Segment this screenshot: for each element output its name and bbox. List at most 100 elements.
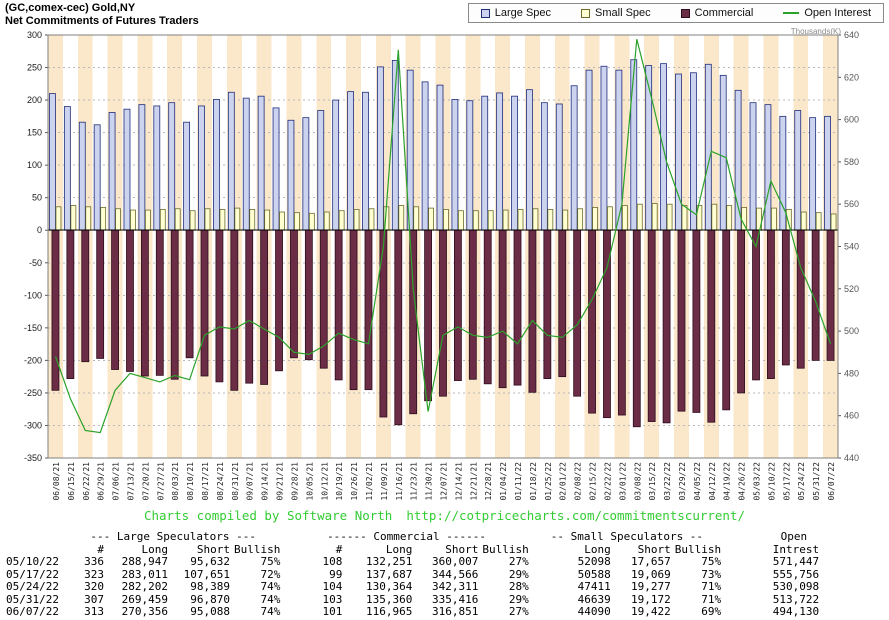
group-header-open: Open <box>780 530 808 543</box>
cell-ss-long: 44090 <box>577 605 611 618</box>
legend-label-commercial: Commercial <box>694 7 754 19</box>
table-row: 05/31/22 307 269,459 96,870 74% 103 135,… <box>4 592 821 607</box>
cell-c-long: 137,687 <box>366 567 413 581</box>
col-header-oi: Intrest <box>772 542 820 556</box>
col-header-ls-num: # <box>97 542 104 556</box>
cell-ls-short: 107,651 <box>183 567 230 581</box>
cell-ls-long: 270,356 <box>121 605 168 618</box>
credit-line: Charts compiled by Software North http://… <box>0 508 889 523</box>
group-header-commercial: ------ Commercial ------ <box>327 530 487 543</box>
svg-text:250: 250 <box>27 63 42 73</box>
chart-title: (GC,comex-cec) Gold,NY <box>5 2 136 14</box>
svg-text:01/25/22: 01/25/22 <box>544 462 553 501</box>
svg-text:07/13/21: 07/13/21 <box>126 462 135 501</box>
svg-text:-250: -250 <box>24 388 42 398</box>
svg-text:11/23/21: 11/23/21 <box>410 462 419 501</box>
svg-text:09/14/21: 09/14/21 <box>261 462 270 501</box>
svg-text:10/12/21: 10/12/21 <box>320 462 329 501</box>
legend-item-commercial: Commercial <box>680 7 754 19</box>
cell-ss-short: 19,172 <box>630 592 671 606</box>
svg-text:10/19/21: 10/19/21 <box>335 462 344 501</box>
cell-oi: 494,130 <box>772 605 820 618</box>
svg-text:02/01/22: 02/01/22 <box>559 462 568 501</box>
svg-text:08/10/21: 08/10/21 <box>186 462 195 501</box>
svg-text:520: 520 <box>844 284 859 294</box>
svg-text:03/08/22: 03/08/22 <box>633 462 642 501</box>
svg-text:12/28/21: 12/28/21 <box>484 462 493 501</box>
svg-text:100: 100 <box>27 160 42 170</box>
group-header-large-spec: --- Large Speculators --- <box>90 530 256 543</box>
svg-text:03/01/22: 03/01/22 <box>618 462 627 501</box>
cell-ls-short: 95,088 <box>190 605 230 618</box>
open-interest-line-icon <box>783 12 800 14</box>
svg-text:10/26/21: 10/26/21 <box>350 462 359 501</box>
commercial-swatch-icon <box>680 8 690 18</box>
cell-ss-short: 17,657 <box>630 555 671 568</box>
svg-text:02/22/22: 02/22/22 <box>603 462 612 501</box>
svg-text:06/22/21: 06/22/21 <box>82 462 91 501</box>
svg-text:01/18/22: 01/18/22 <box>529 462 538 501</box>
cell-ls-num: 307 <box>84 592 104 606</box>
small-spec-swatch-icon <box>581 8 591 18</box>
cell-ls-bullish: 74% <box>260 592 281 606</box>
svg-text:03/29/22: 03/29/22 <box>678 462 687 501</box>
svg-text:08/17/21: 08/17/21 <box>201 462 210 501</box>
cell-ls-long: 283,011 <box>121 567 168 581</box>
svg-text:05/03/22: 05/03/22 <box>753 462 762 501</box>
svg-text:560: 560 <box>844 199 859 209</box>
svg-text:01/11/22: 01/11/22 <box>514 462 523 501</box>
table-row: 05/24/22 320 282,202 98,389 74% 104 130,… <box>4 580 821 594</box>
col-header-ss-bullish: Bullish <box>674 542 722 556</box>
credit-link[interactable]: http://cotpricecharts.com/commitmentscur… <box>406 508 745 523</box>
cell-c-bullish: 27% <box>508 555 529 568</box>
svg-text:08/31/21: 08/31/21 <box>231 462 240 501</box>
svg-text:-350: -350 <box>24 453 42 463</box>
cell-ss-long: 50588 <box>577 567 611 581</box>
svg-text:-50: -50 <box>29 258 42 268</box>
cell-c-bullish: 29% <box>508 567 529 581</box>
cell-ss-bullish: 73% <box>701 567 722 581</box>
svg-text:01/04/22: 01/04/22 <box>499 462 508 501</box>
cell-c-short: 342,311 <box>432 580 479 593</box>
svg-text:09/28/21: 09/28/21 <box>290 462 299 501</box>
cot-chart: 300250200150100500-50-100-150-200-250-30… <box>24 30 859 501</box>
cell-ls-long: 288,947 <box>121 555 168 568</box>
svg-text:05/24/22: 05/24/22 <box>797 462 806 501</box>
cell-ls-short: 95,632 <box>190 555 230 568</box>
cell-ls-long: 269,459 <box>121 592 168 606</box>
legend-label-small-spec: Small Spec <box>595 7 651 19</box>
svg-text:05/31/22: 05/31/22 <box>812 462 821 501</box>
cell-c-num: 101 <box>322 605 343 618</box>
cell-oi: 555,756 <box>772 567 820 581</box>
svg-text:05/17/22: 05/17/22 <box>782 462 791 501</box>
svg-text:-150: -150 <box>24 323 42 333</box>
cell-ss-bullish: 75% <box>701 555 722 568</box>
cell-ss-short: 19,069 <box>630 567 671 581</box>
table-row: 06/07/22 313 270,356 95,088 74% 101 116,… <box>4 605 821 619</box>
svg-text:07/27/21: 07/27/21 <box>156 462 165 501</box>
cell-ss-bullish: 71% <box>701 592 722 606</box>
cell-ls-num: 336 <box>84 555 104 568</box>
cell-oi: 513,722 <box>772 592 820 606</box>
svg-text:03/15/22: 03/15/22 <box>648 462 657 501</box>
cell-c-short: 360,007 <box>432 555 479 568</box>
svg-text:02/15/22: 02/15/22 <box>589 462 598 501</box>
cell-c-short: 335,416 <box>432 592 479 606</box>
cell-c-long: 116,965 <box>366 605 413 618</box>
col-header-c-short: Short <box>445 542 479 556</box>
cell-c-num: 108 <box>322 555 343 568</box>
svg-text:50: 50 <box>32 193 42 203</box>
table-row: 05/10/22 336 288,947 95,632 75% 108 132,… <box>4 555 821 569</box>
legend: Large Spec Small Spec Commercial Open In… <box>467 3 884 23</box>
cell-date: 05/17/22 <box>6 567 59 581</box>
svg-text:07/20/21: 07/20/21 <box>141 462 150 501</box>
legend-item-open-interest: Open Interest <box>783 7 871 19</box>
cell-c-bullish: 29% <box>508 592 529 606</box>
cell-ls-bullish: 75% <box>260 555 281 568</box>
legend-label-open-interest: Open Interest <box>804 7 871 19</box>
cot-table: --- Large Speculators --- ------ Commerc… <box>4 530 821 619</box>
cell-ls-short: 98,389 <box>190 580 230 593</box>
svg-text:08/24/21: 08/24/21 <box>216 462 225 501</box>
svg-text:12/21/21: 12/21/21 <box>469 462 478 501</box>
